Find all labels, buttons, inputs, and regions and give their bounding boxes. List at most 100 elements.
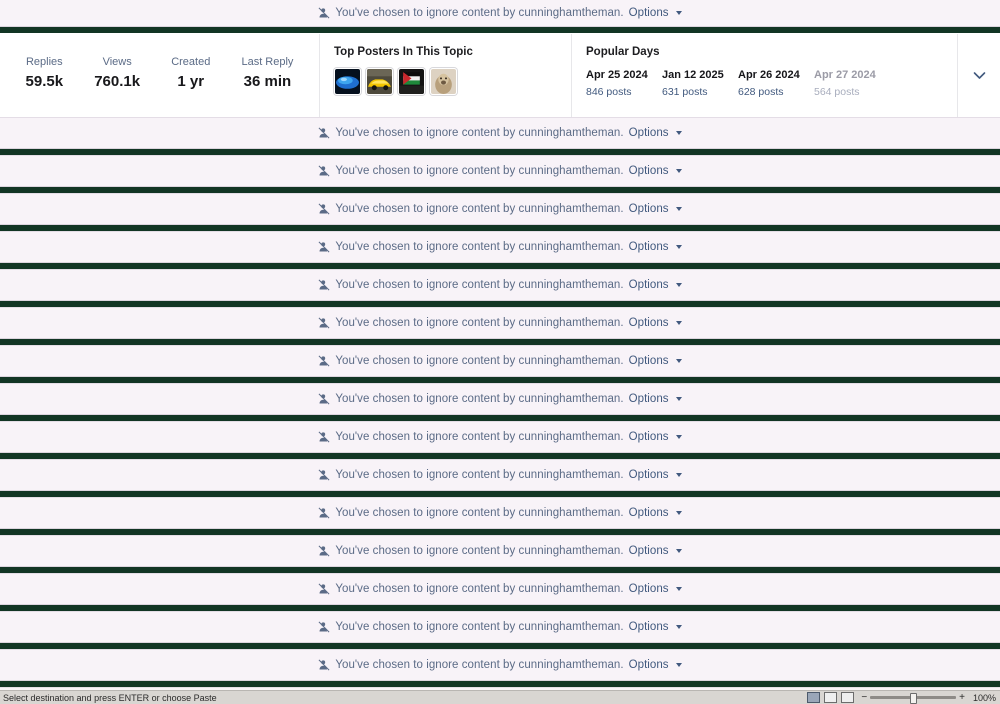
ignored-options-link[interactable]: Options [628, 203, 669, 215]
ignored-content-row[interactable]: You've chosen to ignore content by cunni… [0, 345, 1000, 377]
row-divider [0, 567, 1000, 573]
stat-value: 59.5k [25, 72, 64, 90]
user-ignore-icon [318, 241, 330, 253]
multi-page-view-icon[interactable] [841, 692, 855, 703]
stat-value: 760.1k [94, 72, 141, 90]
ignored-content-row[interactable]: You've chosen to ignore content by cunni… [0, 0, 1000, 27]
ignored-content-row[interactable]: You've chosen to ignore content by cunni… [0, 459, 1000, 491]
ignored-content-text: You've chosen to ignore content by cunni… [335, 583, 624, 595]
ignored-content-row[interactable]: You've chosen to ignore content by cunni… [0, 573, 1000, 605]
chevron-down-icon[interactable] [675, 625, 682, 629]
ignored-content-text: You've chosen to ignore content by cunni… [335, 393, 624, 405]
chevron-down-icon[interactable] [675, 663, 682, 667]
ignored-content-row[interactable]: You've chosen to ignore content by cunni… [0, 117, 1000, 149]
popular-days-list: Apr 25 2024 846 posts Jan 12 2025 631 po… [586, 68, 957, 99]
row-divider [0, 453, 1000, 459]
chevron-down-icon[interactable] [675, 549, 682, 553]
zoom-in-button[interactable]: + [959, 691, 965, 703]
chevron-down-icon[interactable] [675, 131, 682, 135]
ignored-content-text: You've chosen to ignore content by cunni… [335, 203, 624, 215]
ignored-content-row[interactable]: You've chosen to ignore content by cunni… [0, 155, 1000, 187]
popular-day-item[interactable]: Apr 25 2024 846 posts [586, 68, 662, 99]
popular-day-date: Apr 25 2024 [586, 69, 648, 81]
popular-day-item[interactable]: Apr 27 2024 564 posts [814, 68, 890, 99]
stat-label: Created [171, 55, 211, 68]
ignored-options-link[interactable]: Options [628, 583, 669, 595]
ignored-options-link[interactable]: Options [628, 393, 669, 405]
ignored-content-notice: You've chosen to ignore content by cunni… [318, 583, 682, 595]
ignored-content-text: You've chosen to ignore content by cunni… [335, 507, 624, 519]
ignored-content-row[interactable]: You've chosen to ignore content by cunni… [0, 193, 1000, 225]
chevron-down-icon[interactable] [675, 207, 682, 211]
expand-card-button[interactable] [958, 34, 1000, 117]
page-break-view-icon[interactable] [824, 692, 838, 703]
ignored-content-row[interactable]: You've chosen to ignore content by cunni… [0, 269, 1000, 301]
ignored-content-text: You've chosen to ignore content by cunni… [335, 165, 624, 177]
ignored-options-link[interactable]: Options [628, 7, 669, 19]
ignored-content-notice: You've chosen to ignore content by cunni… [318, 317, 682, 329]
chevron-down-icon[interactable] [675, 245, 682, 249]
ignored-options-link[interactable]: Options [628, 165, 669, 177]
ignored-content-text: You've chosen to ignore content by cunni… [335, 621, 624, 633]
avatar-dog[interactable] [430, 68, 457, 95]
ignored-content-row[interactable]: You've chosen to ignore content by cunni… [0, 611, 1000, 643]
ignored-content-row[interactable]: You've chosen to ignore content by cunni… [0, 497, 1000, 529]
ignored-options-link[interactable]: Options [628, 317, 669, 329]
chevron-down-icon[interactable] [675, 11, 682, 15]
ignored-options-link[interactable]: Options [628, 659, 669, 671]
ignored-content-notice: You've chosen to ignore content by cunni… [318, 127, 682, 139]
chevron-down-icon[interactable] [675, 359, 682, 363]
popular-days-section: Popular Days Apr 25 2024 846 posts Jan 1… [572, 34, 958, 117]
chevron-down-icon[interactable] [675, 435, 682, 439]
ignored-content-text: You've chosen to ignore content by cunni… [335, 545, 624, 557]
ignored-options-link[interactable]: Options [628, 507, 669, 519]
zoom-slider-handle[interactable] [910, 693, 918, 704]
zoom-control[interactable]: − + [861, 691, 965, 704]
popular-day-item[interactable]: Apr 26 2024 628 posts [738, 68, 814, 99]
normal-view-icon[interactable] [807, 692, 821, 703]
chevron-down-icon[interactable] [675, 587, 682, 591]
ignored-content-row[interactable]: You've chosen to ignore content by cunni… [0, 231, 1000, 263]
chevron-down-icon[interactable] [675, 473, 682, 477]
ignored-content-notice: You've chosen to ignore content by cunni… [318, 431, 682, 443]
zoom-slider[interactable] [870, 693, 957, 704]
top-posters-section: Top Posters In This Topic [320, 34, 572, 117]
chevron-down-icon[interactable] [675, 511, 682, 515]
row-divider [0, 339, 1000, 345]
ignored-content-row[interactable]: You've chosen to ignore content by cunni… [0, 383, 1000, 415]
ignored-content-row[interactable]: You've chosen to ignore content by cunni… [0, 535, 1000, 567]
avatar-blue-abstract[interactable] [334, 68, 361, 95]
chevron-down-icon[interactable] [675, 283, 682, 287]
ignored-options-link[interactable]: Options [628, 621, 669, 633]
ignored-content-text: You've chosen to ignore content by cunni… [335, 659, 624, 671]
chevron-down-icon[interactable] [675, 321, 682, 325]
user-ignore-icon [318, 127, 330, 139]
avatar-flag[interactable] [398, 68, 425, 95]
ignored-options-link[interactable]: Options [628, 127, 669, 139]
ignored-options-link[interactable]: Options [628, 241, 669, 253]
chevron-down-icon[interactable] [675, 169, 682, 173]
ignored-options-link[interactable]: Options [628, 279, 669, 291]
ignored-options-link[interactable]: Options [628, 545, 669, 557]
chevron-down-icon[interactable] [675, 397, 682, 401]
ignored-content-notice: You've chosen to ignore content by cunni… [318, 545, 682, 557]
ignored-content-row[interactable]: You've chosen to ignore content by cunni… [0, 307, 1000, 339]
avatar-yellow-car[interactable] [366, 68, 393, 95]
row-divider [0, 415, 1000, 421]
ignored-options-link[interactable]: Options [628, 469, 669, 481]
zoom-out-button[interactable]: − [861, 691, 868, 703]
popular-day-item[interactable]: Jan 12 2025 631 posts [662, 68, 738, 99]
user-ignore-icon [318, 469, 330, 481]
ignored-content-notice: You've chosen to ignore content by cunni… [318, 203, 682, 215]
ignored-content-row[interactable]: You've chosen to ignore content by cunni… [0, 421, 1000, 453]
ignored-content-row[interactable]: You've chosen to ignore content by cunni… [0, 649, 1000, 681]
ignored-options-link[interactable]: Options [628, 431, 669, 443]
top-posters-title: Top Posters In This Topic [334, 46, 473, 58]
popular-day-posts: 628 posts [738, 85, 784, 98]
row-divider [0, 301, 1000, 307]
stat-value: 36 min [243, 72, 292, 90]
ignored-options-link[interactable]: Options [628, 355, 669, 367]
popular-days-title: Popular Days [586, 46, 660, 58]
ignored-content-notice: You've chosen to ignore content by cunni… [318, 393, 682, 405]
